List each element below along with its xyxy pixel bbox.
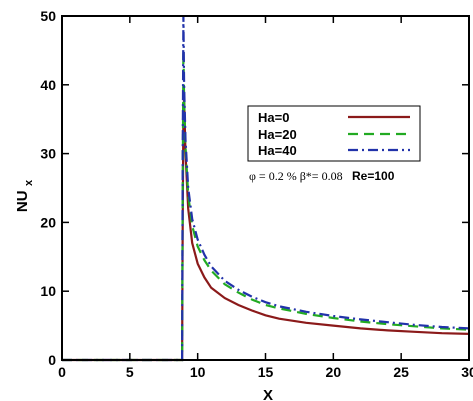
y-tick-label: 50 <box>40 8 56 24</box>
series-line-1 <box>62 50 470 362</box>
x-tick-label: 15 <box>258 364 274 380</box>
x-tick-label: 30 <box>461 364 473 380</box>
x-tick-label: 10 <box>190 364 206 380</box>
legend-box <box>247 105 421 162</box>
legend: Ha=0 Ha=20 Ha=40 <box>247 105 421 162</box>
legend-label-ha40: Ha=40 <box>258 143 297 158</box>
y-axis-label: NU x <box>14 179 35 212</box>
y-tick-label: 20 <box>40 214 56 230</box>
annotation-line: φ = 0.2 % β*= 0.08 Re=100 <box>249 167 395 184</box>
y-axis-label-main: NU <box>14 190 31 212</box>
x-tick-label: 0 <box>58 364 66 380</box>
x-tick-label: 20 <box>326 364 342 380</box>
x-tick-label: 25 <box>393 364 409 380</box>
y-tick-label: 10 <box>40 283 56 299</box>
plot-area <box>62 15 470 362</box>
legend-label-ha0: Ha=0 <box>258 110 289 125</box>
y-tick-label: 40 <box>40 77 56 93</box>
annotation-re: Re=100 <box>352 169 395 183</box>
annotation: φ = 0.2 % β*= 0.08 Re=100 <box>249 167 395 184</box>
x-tick-label: 5 <box>126 364 134 380</box>
axis-titles: X NU x <box>14 179 273 401</box>
x-axis-label: X <box>263 387 273 401</box>
y-tick-label: 30 <box>40 146 56 162</box>
y-axis-label-sub: x <box>23 179 35 186</box>
axes: 0 5 10 15 20 25 30 0 10 20 30 40 50 <box>40 8 473 380</box>
y-tick-label: 0 <box>48 352 56 368</box>
legend-label-ha20: Ha=20 <box>258 127 297 142</box>
annotation-params: φ = 0.2 % β*= 0.08 <box>249 169 343 183</box>
plot-frame <box>61 15 470 361</box>
series-line-2 <box>62 15 470 362</box>
